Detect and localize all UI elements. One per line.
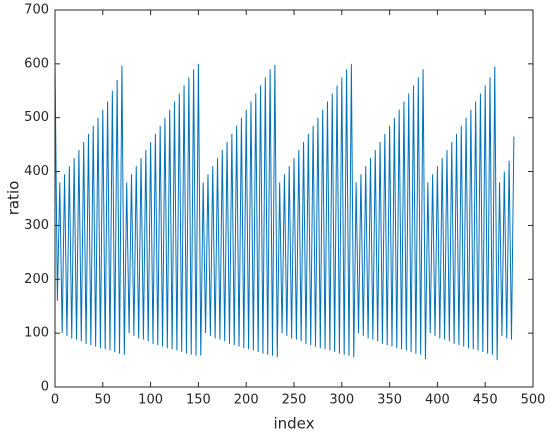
x-axis-label: index bbox=[273, 415, 314, 433]
y-tick-label: 100 bbox=[24, 326, 49, 341]
x-tick-label: 200 bbox=[234, 393, 259, 408]
x-tick-label: 500 bbox=[521, 393, 546, 408]
x-tick-label: 0 bbox=[51, 393, 59, 408]
x-tick-label: 400 bbox=[425, 393, 450, 408]
y-tick-label: 500 bbox=[24, 110, 49, 125]
y-tick-label: 200 bbox=[24, 272, 49, 287]
y-tick-label: 0 bbox=[41, 380, 49, 395]
plot-area bbox=[55, 10, 533, 387]
y-tick-label: 300 bbox=[24, 218, 49, 233]
y-tick-label: 400 bbox=[24, 164, 49, 179]
y-tick-label: 600 bbox=[24, 56, 49, 71]
x-tick-label: 350 bbox=[377, 393, 402, 408]
y-axis-label: ratio bbox=[5, 181, 23, 216]
x-tick-label: 100 bbox=[138, 393, 163, 408]
x-tick-label: 300 bbox=[329, 393, 354, 408]
x-tick-label: 50 bbox=[95, 393, 112, 408]
x-tick-label: 450 bbox=[473, 393, 498, 408]
x-tick-label: 150 bbox=[186, 393, 211, 408]
data-line bbox=[54, 63, 515, 361]
y-tick-label: 700 bbox=[24, 3, 49, 18]
x-tick-label: 250 bbox=[282, 393, 307, 408]
